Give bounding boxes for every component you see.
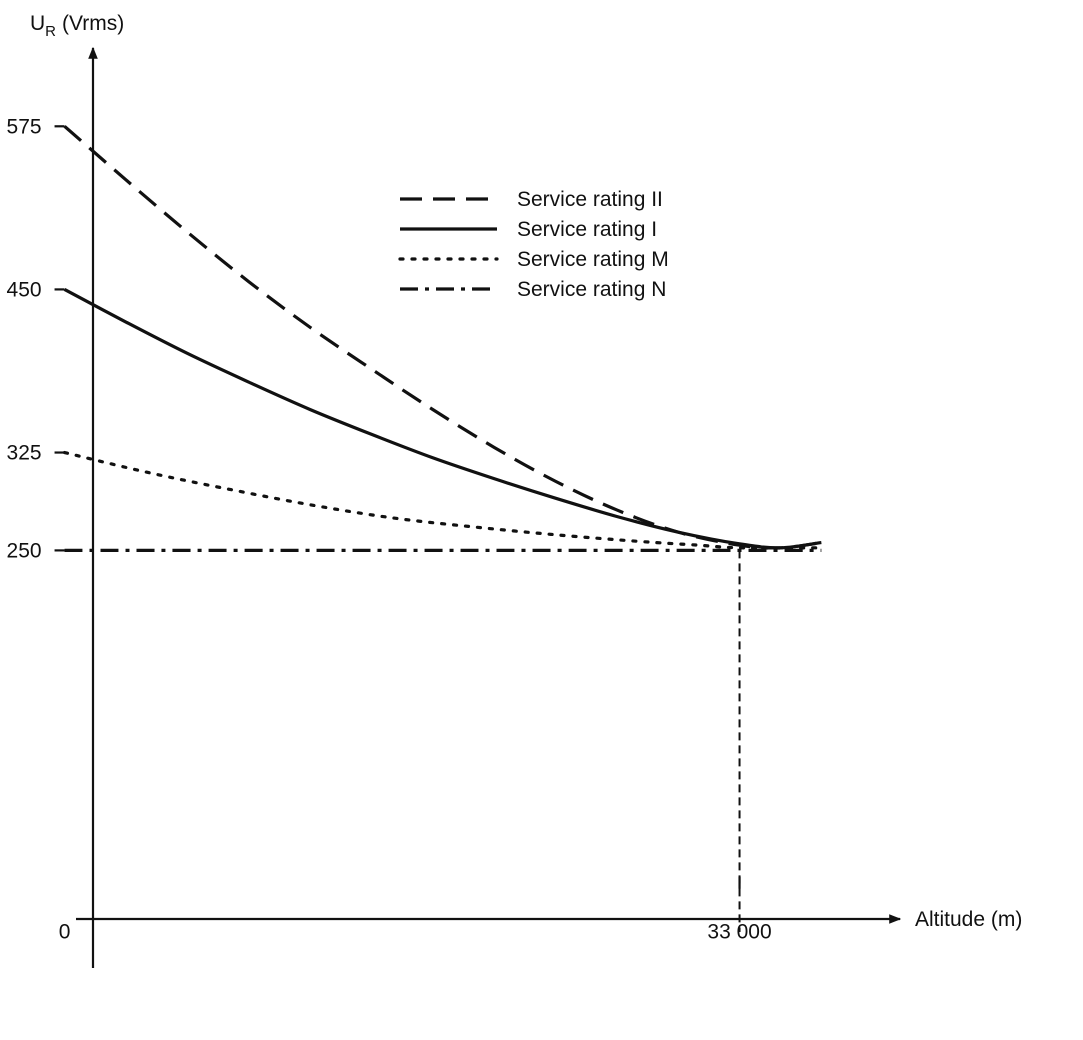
x-axis-label: Altitude (m) xyxy=(915,908,1022,931)
series-line-dashed xyxy=(63,125,822,550)
legend-label-dotted: Service rating M xyxy=(517,248,669,271)
series-line-dotted xyxy=(62,450,823,550)
x-tick-label-0: 0 xyxy=(59,921,71,944)
y-axis-label-main: U xyxy=(30,12,45,35)
y-axis-label-unit: (Vrms) xyxy=(62,12,124,35)
y-axis-label-sub: R xyxy=(45,23,56,40)
y-tick-label-325: 325 xyxy=(7,442,42,465)
y-tick-label-575: 575 xyxy=(7,115,42,138)
y-tick-label-250: 250 xyxy=(7,539,42,562)
legend-label-dashdot: Service rating N xyxy=(517,278,666,301)
legend-label-dashed: Service rating II xyxy=(517,188,663,211)
series-line-solid xyxy=(63,288,822,550)
legend-label-solid: Service rating I xyxy=(517,218,657,241)
x-tick-label-33 000: 33 000 xyxy=(707,921,771,944)
y-tick-label-450: 450 xyxy=(7,278,42,301)
y-axis-label: UR (Vrms) xyxy=(30,12,124,40)
